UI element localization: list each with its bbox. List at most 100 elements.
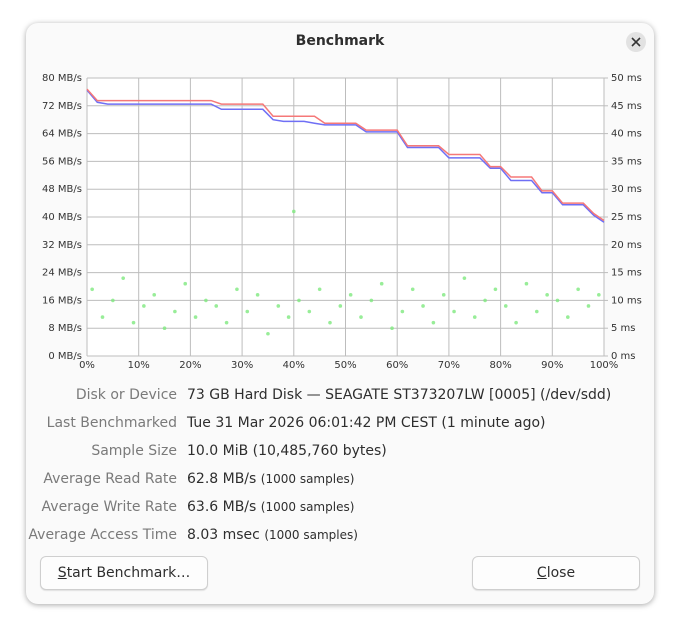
detail-label: Last Benchmarked bbox=[46, 415, 177, 431]
access-point bbox=[317, 287, 322, 292]
detail-value: 62.8 MB/s (1000 samples) bbox=[187, 467, 354, 491]
y-tick-label: 80 MB/s bbox=[42, 73, 82, 84]
detail-value: 73 GB Hard Disk — SEAGATE ST373207LW [00… bbox=[187, 383, 611, 407]
rate-line bbox=[86, 89, 605, 223]
detail-row: Average Access Time 8.03 msec (1000 sampl… bbox=[0, 523, 680, 547]
y2-tick-label: 45 ms bbox=[611, 101, 642, 112]
access-point bbox=[462, 276, 467, 280]
x-tick-label: 10% bbox=[128, 360, 150, 371]
detail-value: Tue 31 Mar 2026 06:01:42 PM CEST (1 minu… bbox=[187, 411, 546, 435]
y2-tick-label: 40 ms bbox=[611, 129, 642, 140]
y-tick-label: 8 MB/s bbox=[48, 323, 82, 334]
access-point bbox=[586, 304, 591, 308]
y-tick-label: 48 MB/s bbox=[42, 184, 82, 195]
button-label: Start Benchmark… bbox=[57, 565, 191, 581]
access-point bbox=[235, 287, 239, 292]
access-point bbox=[307, 309, 312, 314]
access-point bbox=[142, 304, 146, 308]
value-note: (1000 samples) bbox=[260, 500, 355, 514]
y-tick-label: 16 MB/s bbox=[42, 295, 82, 306]
access-point bbox=[472, 315, 477, 319]
access-point bbox=[493, 287, 498, 292]
y-tick-label: 0 MB/s bbox=[48, 351, 82, 362]
x-tick-label: 20% bbox=[179, 360, 201, 371]
dialog-title: Benchmark bbox=[295, 33, 385, 49]
value-note: (1000 samples) bbox=[260, 472, 355, 486]
access-point bbox=[214, 304, 219, 308]
access-point bbox=[576, 287, 580, 292]
access-point bbox=[245, 309, 250, 314]
access-point bbox=[121, 276, 125, 280]
x-tick-label: 50% bbox=[334, 360, 356, 371]
y2-tick-label: 30 ms bbox=[611, 184, 642, 195]
rate-line bbox=[86, 88, 605, 222]
access-point bbox=[100, 315, 105, 319]
detail-value: 63.6 MB/s (1000 samples) bbox=[187, 495, 354, 519]
value-text: 63.6 MB/s bbox=[187, 499, 257, 515]
y2-tick-label: 50 ms bbox=[611, 73, 642, 84]
access-point bbox=[111, 298, 115, 303]
x-tick-label: 70% bbox=[438, 360, 460, 371]
value-text: 10.0 MiB (10,485,760 bytes) bbox=[187, 443, 387, 459]
access-point bbox=[292, 209, 296, 214]
detail-label: Average Read Rate bbox=[43, 471, 177, 487]
x-tick-label: 60% bbox=[386, 360, 408, 371]
value-text: 73 GB Hard Disk — SEAGATE ST373207LW [00… bbox=[187, 387, 612, 403]
detail-label: Sample Size bbox=[91, 443, 177, 459]
access-point bbox=[162, 326, 167, 331]
y-tick-label: 24 MB/s bbox=[42, 268, 82, 279]
access-point bbox=[255, 293, 260, 297]
access-point bbox=[452, 309, 456, 314]
x-tick-label: 30% bbox=[231, 360, 253, 371]
detail-label: Disk or Device bbox=[75, 387, 177, 403]
chart: 0 MB/s 8 MB/s 16 MB/s 24 MB/s 32 MB/s 40 MB/s… bbox=[42, 73, 642, 371]
y-tick-label: 40 MB/s bbox=[42, 212, 82, 223]
value-text: 62.8 MB/s bbox=[187, 471, 257, 487]
access-point bbox=[338, 304, 343, 308]
x-tick-label: 40% bbox=[283, 360, 305, 371]
access-point bbox=[534, 309, 539, 314]
y-tick-label: 32 MB/s bbox=[42, 240, 82, 251]
detail-row: Last Benchmarked Tue 31 Mar 2026 06:01:42… bbox=[0, 411, 680, 435]
y2-tick-label: 35 ms bbox=[611, 156, 642, 167]
y2-tick-label: 0 ms bbox=[611, 351, 636, 362]
detail-row: Disk or Device 73 GB Hard Disk — SEAGATE … bbox=[0, 383, 680, 407]
detail-value: 10.0 MiB (10,485,760 bytes) bbox=[187, 439, 387, 463]
access-point bbox=[514, 320, 518, 325]
access-point bbox=[545, 293, 549, 297]
y-tick-label: 72 MB/s bbox=[42, 101, 82, 112]
access-point bbox=[173, 309, 177, 314]
x-tick-label: 90% bbox=[541, 360, 563, 371]
close-dialog-button[interactable]: Close bbox=[472, 556, 640, 590]
access-point bbox=[524, 281, 529, 286]
y-tick-label: 56 MB/s bbox=[42, 156, 82, 167]
access-point bbox=[266, 331, 270, 336]
x-tick-label: 100% bbox=[590, 360, 619, 371]
access-point bbox=[431, 320, 436, 325]
detail-label: Average Write Rate bbox=[41, 499, 177, 515]
access-point bbox=[297, 298, 301, 303]
start-benchmark-button[interactable]: Start Benchmark… bbox=[40, 556, 208, 590]
access-point bbox=[369, 298, 374, 303]
y-tick-label: 64 MB/s bbox=[42, 129, 82, 140]
y2-tick-label: 15 ms bbox=[611, 268, 642, 279]
access-point bbox=[131, 320, 136, 325]
detail-value: 8.03 msec (1000 samples) bbox=[187, 523, 358, 547]
y2-tick-label: 25 ms bbox=[611, 212, 642, 223]
access-point bbox=[90, 287, 94, 292]
access-point bbox=[597, 293, 601, 297]
detail-row: Average Write Rate 63.6 MB/s (1000 sample… bbox=[0, 495, 680, 519]
access-point bbox=[503, 304, 508, 308]
access-point bbox=[379, 281, 384, 286]
access-point bbox=[410, 287, 415, 292]
access-point bbox=[390, 326, 394, 331]
value-note: (1000 samples) bbox=[264, 528, 358, 542]
access-point bbox=[421, 304, 425, 308]
value-text: 8.03 msec bbox=[187, 527, 260, 543]
close-button[interactable] bbox=[626, 32, 646, 52]
value-text: Tue 31 Mar 2026 06:01:42 PM CEST (1 minu… bbox=[187, 415, 546, 431]
close-icon bbox=[631, 37, 641, 47]
access-point bbox=[193, 315, 198, 319]
access-point bbox=[566, 315, 570, 319]
